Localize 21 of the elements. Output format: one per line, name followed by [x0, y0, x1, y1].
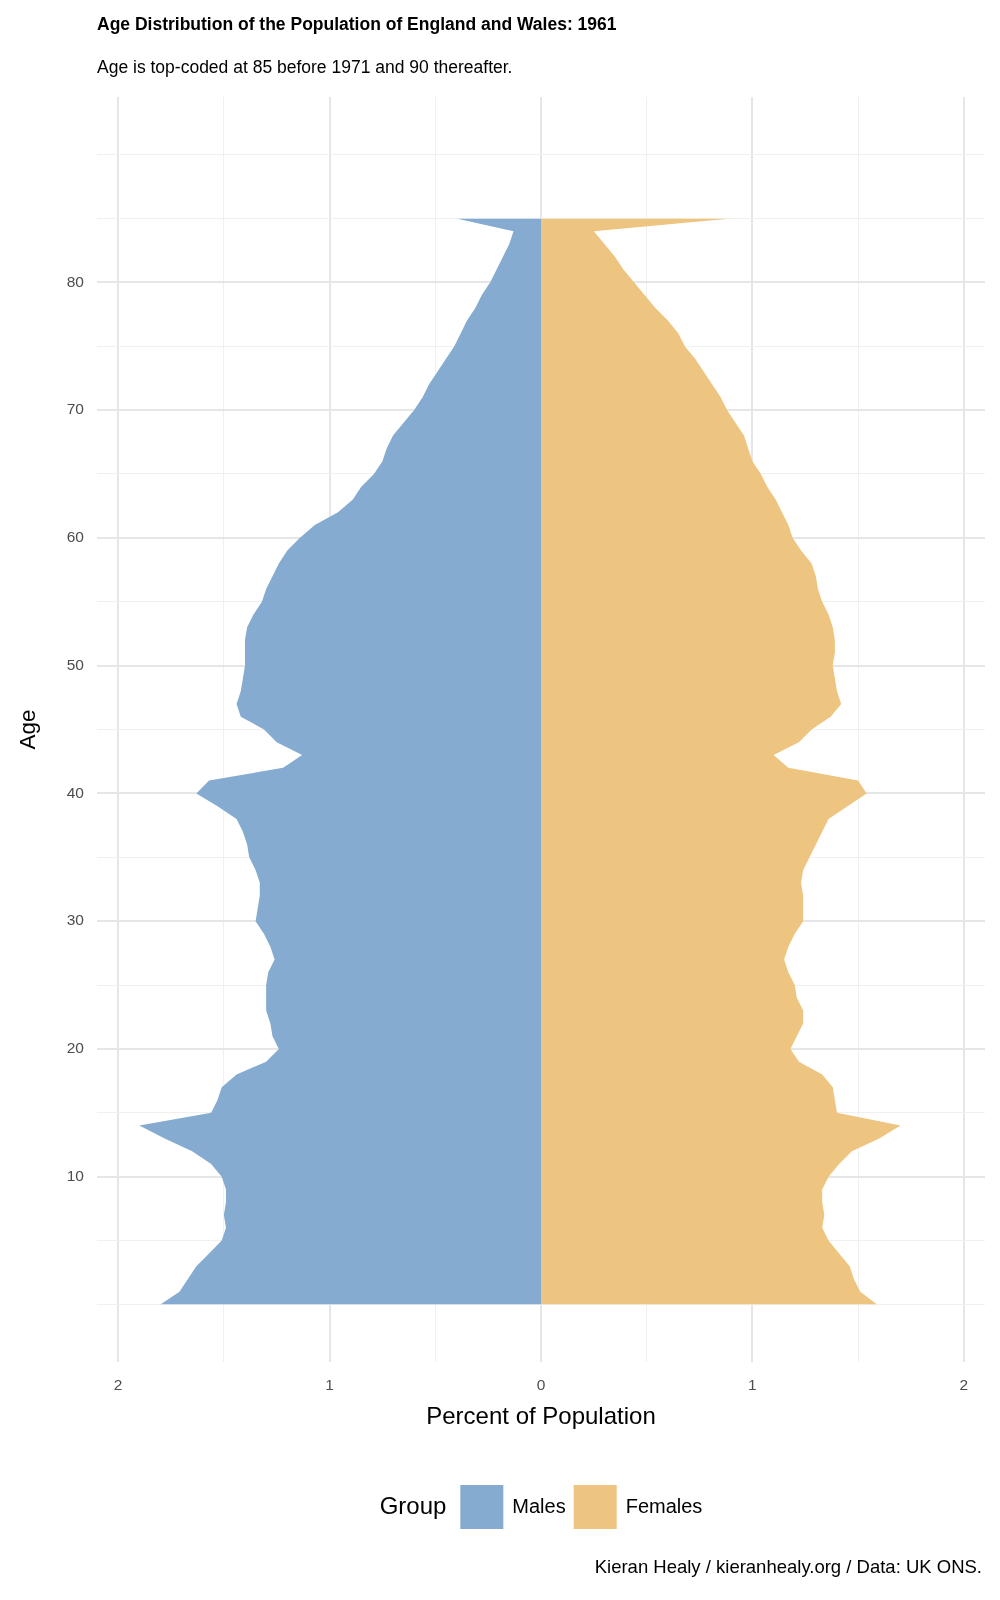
legend-title: Group [379, 1491, 447, 1519]
y-tick-label: 70 [66, 400, 85, 418]
y-tick-label: 80 [66, 272, 85, 290]
y-tick-label: 50 [66, 655, 85, 673]
y-tick-label: 60 [66, 528, 85, 546]
chart-subtitle: Age is top-coded at 85 before 1971 and 90 thereafter. [97, 56, 513, 77]
x-tick-label: 1 [325, 1375, 334, 1393]
legend-label: Males [512, 1494, 566, 1517]
y-axis-title: Age [14, 709, 40, 750]
chart-title: Age Distribution of the Population of England and Wales: 1961 [97, 13, 617, 34]
x-tick-label: 2 [959, 1375, 969, 1393]
y-tick-label: 40 [66, 783, 85, 801]
x-tick-label: 1 [748, 1375, 757, 1393]
x-tick-label: 0 [536, 1375, 546, 1393]
y-tick-label: 10 [66, 1167, 85, 1184]
y-tick-label: 20 [66, 1039, 85, 1057]
y-tick-label: 30 [66, 911, 85, 929]
x-axis-title: Percent of Population [426, 1402, 656, 1430]
legend-label: Females [625, 1494, 703, 1517]
text: Kieran Healy / kieranhealy.org / Data: UK ONS. [594, 1556, 982, 1578]
x-tick-label: 2 [113, 1375, 123, 1393]
